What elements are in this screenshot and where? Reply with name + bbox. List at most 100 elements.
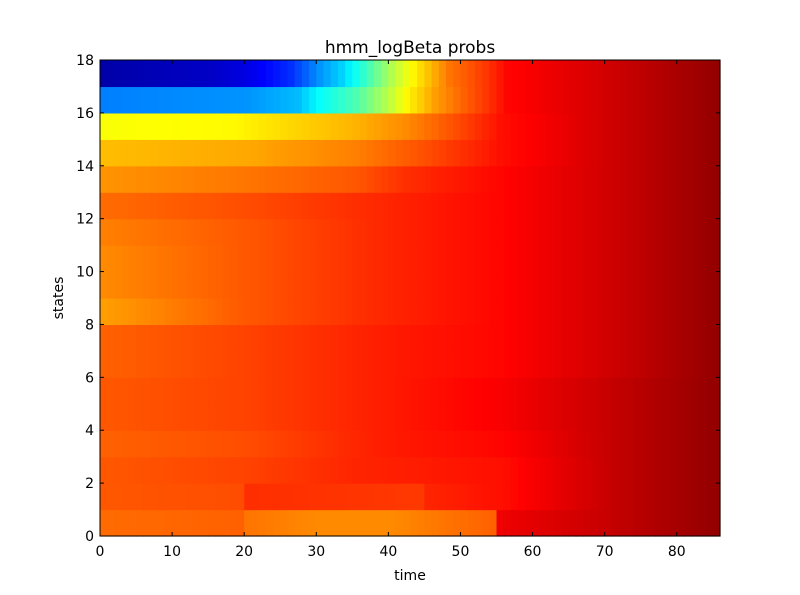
heatmap-cell	[568, 192, 577, 220]
heatmap-cell	[323, 377, 332, 405]
heatmap-cell	[431, 403, 440, 431]
heatmap-cell	[474, 430, 483, 458]
heatmap-cell	[604, 483, 613, 511]
heatmap-cell	[128, 324, 137, 352]
heatmap-cell	[287, 377, 296, 405]
heatmap-cell	[388, 377, 397, 405]
heatmap-cell	[287, 86, 296, 114]
heatmap-cell	[431, 245, 440, 273]
heatmap-cell	[410, 139, 418, 167]
heatmap-cell	[698, 86, 707, 114]
heatmap-cell	[373, 483, 382, 511]
heatmap-cell	[388, 271, 397, 299]
heatmap-cell	[186, 350, 195, 378]
heatmap-cell	[655, 324, 663, 352]
heatmap-cell	[597, 350, 606, 378]
heatmap-cell	[345, 403, 353, 431]
heatmap-cell	[121, 377, 130, 405]
heatmap-cell	[193, 60, 202, 88]
heatmap-cell	[662, 456, 671, 484]
heatmap-cell	[410, 192, 418, 220]
heatmap-cell	[691, 377, 699, 405]
heatmap-cell	[301, 271, 310, 299]
heatmap-cell	[554, 509, 562, 537]
heatmap-cell	[258, 165, 267, 193]
heatmap-cell	[294, 298, 303, 326]
heatmap-cell	[640, 60, 649, 88]
heatmap-cell	[381, 192, 389, 220]
heatmap-cell	[222, 245, 231, 273]
heatmap-cell	[662, 483, 671, 511]
heatmap-cell	[395, 245, 404, 273]
heatmap-cell	[294, 456, 303, 484]
heatmap-cell	[143, 271, 152, 299]
heatmap-cell	[114, 324, 123, 352]
heatmap-cell	[518, 430, 526, 458]
heatmap-cell	[100, 456, 108, 484]
y-axis-title: states	[51, 277, 67, 320]
heatmap-cell	[583, 86, 591, 114]
heatmap-cell	[561, 192, 570, 220]
heatmap-cell	[532, 377, 541, 405]
heatmap-cell	[316, 112, 325, 140]
heatmap-cell	[229, 456, 238, 484]
heatmap-cell	[554, 245, 562, 273]
heatmap-cell	[410, 86, 418, 114]
heatmap-cell	[402, 86, 411, 114]
heatmap-cell	[309, 86, 317, 114]
heatmap-cell	[510, 218, 519, 246]
heatmap-cell	[100, 298, 108, 326]
heatmap-cell	[258, 350, 267, 378]
heatmap-cell	[128, 456, 137, 484]
heatmap-cell	[705, 271, 714, 299]
heatmap-cell	[330, 456, 339, 484]
heatmap-cell	[633, 350, 642, 378]
heatmap-cell	[467, 192, 476, 220]
heatmap-cell	[510, 139, 519, 167]
heatmap-cell	[503, 139, 512, 167]
heatmap-cell	[179, 60, 188, 88]
heatmap-cell	[402, 509, 411, 537]
heatmap-cell	[438, 60, 447, 88]
heatmap-cell	[179, 245, 188, 273]
heatmap-cell	[467, 509, 476, 537]
heatmap-cell	[251, 245, 260, 273]
heatmap-cell	[561, 456, 570, 484]
heatmap-cell	[410, 403, 418, 431]
heatmap-cell	[402, 298, 411, 326]
heatmap-cell	[345, 377, 353, 405]
heatmap-cell	[352, 112, 361, 140]
heatmap-cell	[309, 377, 317, 405]
heatmap-cell	[417, 403, 426, 431]
heatmap-cell	[287, 218, 296, 246]
heatmap-cell	[186, 271, 195, 299]
heatmap-cell	[640, 377, 649, 405]
heatmap-cell	[164, 86, 173, 114]
heatmap-cell	[366, 456, 375, 484]
heatmap-cell	[633, 509, 642, 537]
heatmap-cell	[424, 165, 433, 193]
heatmap-cell	[150, 60, 159, 88]
heatmap-cell	[518, 403, 526, 431]
heatmap-cell	[244, 298, 252, 326]
heatmap-cell	[424, 350, 433, 378]
heatmap-cell	[100, 324, 108, 352]
heatmap-cell	[366, 86, 375, 114]
heatmap-cell	[373, 271, 382, 299]
heatmap-cell	[193, 165, 202, 193]
heatmap-cell	[698, 60, 707, 88]
heatmap-cell	[424, 112, 433, 140]
heatmap-cell	[626, 192, 635, 220]
heatmap-cell	[301, 245, 310, 273]
heatmap-cell	[619, 86, 627, 114]
heatmap-cell	[244, 324, 252, 352]
heatmap-cell	[200, 192, 209, 220]
heatmap-cell	[208, 139, 216, 167]
heatmap-cell	[655, 456, 663, 484]
heatmap-cell	[251, 298, 260, 326]
heatmap-cell	[294, 350, 303, 378]
heatmap-cell	[510, 60, 519, 88]
heatmap-cell	[150, 271, 159, 299]
heatmap-cell	[294, 218, 303, 246]
heatmap-cell	[143, 165, 152, 193]
